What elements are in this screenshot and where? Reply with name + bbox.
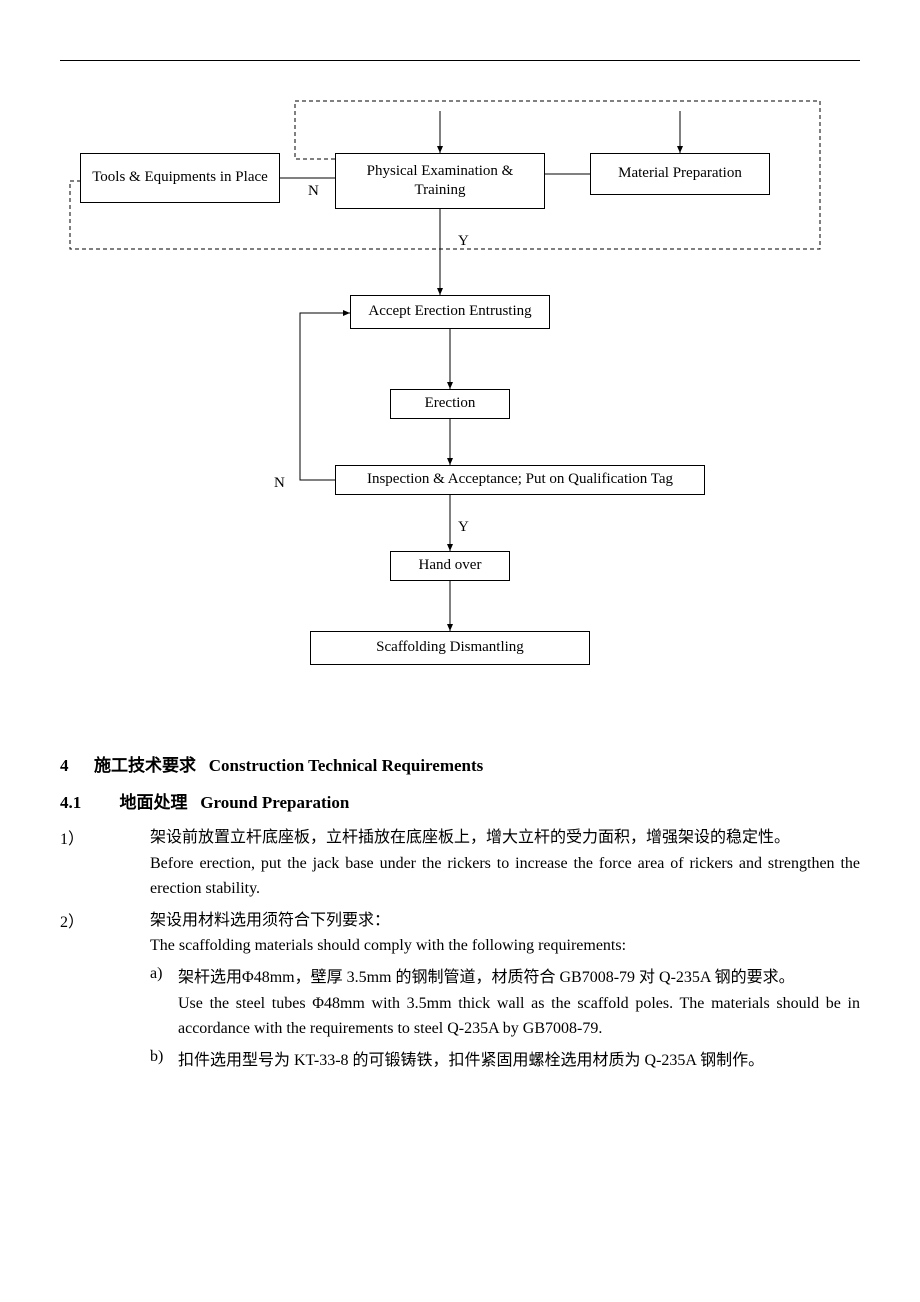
item-en: Before erection, put the jack base under… bbox=[150, 851, 860, 902]
subsection-title-en: Ground Preparation bbox=[200, 793, 349, 812]
flow-node-dismantle: Scaffolding Dismantling bbox=[310, 631, 590, 665]
section-title-cn: 施工技术要求 bbox=[94, 756, 196, 775]
flow-label-y1: Y bbox=[458, 233, 469, 250]
flow-node-label: Erection bbox=[425, 394, 476, 414]
section-num: 4 bbox=[60, 756, 69, 775]
flow-node-label: Physical Examination & Training bbox=[340, 162, 540, 201]
flow-node-tools: Tools & Equipments in Place bbox=[80, 153, 280, 203]
item-num: 2） bbox=[60, 908, 150, 959]
item-cn: 架设用材料选用须符合下列要求： bbox=[150, 908, 860, 934]
item-num: 1） bbox=[60, 825, 150, 902]
subitem-num: a) bbox=[150, 965, 178, 1042]
item-2: 2） 架设用材料选用须符合下列要求： The scaffolding mater… bbox=[60, 908, 860, 959]
flow-label-n2: N bbox=[274, 475, 285, 492]
item-1: 1） 架设前放置立杆底座板，立杆插放在底座板上，增大立杆的受力面积，增强架设的稳… bbox=[60, 825, 860, 902]
item-2b: b) 扣件选用型号为 KT-33-8 的可锻铸铁，扣件紧固用螺栓选用材质为 Q-… bbox=[150, 1048, 860, 1074]
subitem-cn: 架杆选用Φ48mm，壁厚 3.5mm 的钢制管道，材质符合 GB7008-79 … bbox=[178, 965, 860, 991]
section-title-en: Construction Technical Requirements bbox=[209, 756, 484, 775]
flow-node-label: Hand over bbox=[419, 556, 482, 576]
item-cn: 架设前放置立杆底座板，立杆插放在底座板上，增大立杆的受力面积，增强架设的稳定性。 bbox=[150, 825, 860, 851]
item-2a: a) 架杆选用Φ48mm，壁厚 3.5mm 的钢制管道，材质符合 GB7008-… bbox=[150, 965, 860, 1042]
subsection-title-cn: 地面处理 bbox=[120, 793, 188, 812]
flow-node-label: Material Preparation bbox=[618, 164, 742, 184]
subitem-en: Use the steel tubes Φ48mm with 3.5mm thi… bbox=[178, 991, 860, 1042]
flow-node-inspect: Inspection & Acceptance; Put on Qualific… bbox=[335, 465, 705, 495]
flow-node-handover: Hand over bbox=[390, 551, 510, 581]
flow-node-label: Accept Erection Entrusting bbox=[368, 302, 531, 322]
item-en: The scaffolding materials should comply … bbox=[150, 933, 860, 959]
subitem-num: b) bbox=[150, 1048, 178, 1074]
flow-label-n1: N bbox=[308, 183, 319, 200]
section-4-1-heading: 4.1 地面处理 Ground Preparation bbox=[60, 788, 860, 813]
subsection-num: 4.1 bbox=[60, 793, 81, 812]
flow-node-label: Scaffolding Dismantling bbox=[376, 638, 524, 658]
flow-node-label: Inspection & Acceptance; Put on Qualific… bbox=[367, 470, 673, 490]
flow-node-material: Material Preparation bbox=[590, 153, 770, 195]
header-rule bbox=[60, 60, 860, 61]
flow-node-accept: Accept Erection Entrusting bbox=[350, 295, 550, 329]
subitem-cn: 扣件选用型号为 KT-33-8 的可锻铸铁，扣件紧固用螺栓选用材质为 Q-235… bbox=[178, 1048, 860, 1074]
flow-label-y2: Y bbox=[458, 519, 469, 536]
section-4-heading: 4 施工技术要求 Construction Technical Requirem… bbox=[60, 751, 860, 776]
flow-node-erection: Erection bbox=[390, 389, 510, 419]
flow-node-label: Tools & Equipments in Place bbox=[92, 168, 268, 188]
flowchart: Tools & Equipments in Place Physical Exa… bbox=[60, 81, 860, 721]
flow-node-exam: Physical Examination & Training bbox=[335, 153, 545, 209]
